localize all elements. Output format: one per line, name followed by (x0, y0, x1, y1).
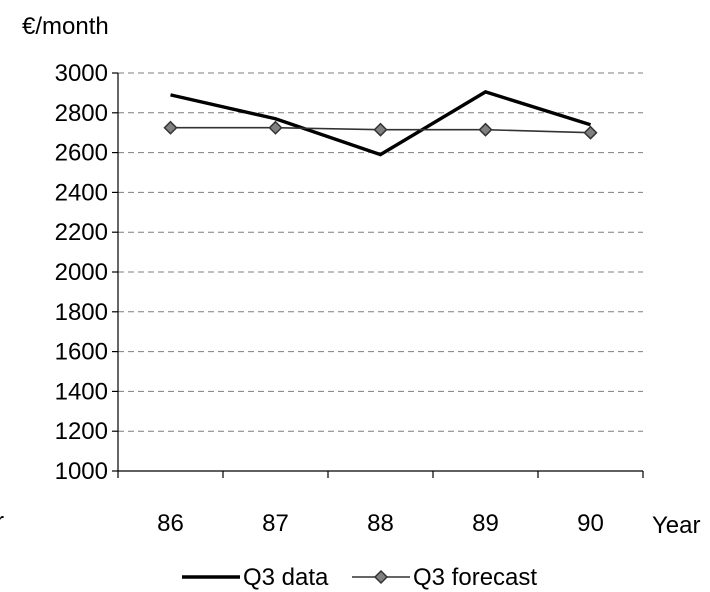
y-tick-label: 1200 (55, 418, 108, 445)
y-tick-labels: 1000 1200 1400 1600 1800 2000 2200 2400 2600 2800… (55, 60, 108, 485)
x-tick-labels: 86 87 88 89 90 (157, 510, 604, 537)
legend: Q3 data Q3 forecast (182, 564, 537, 591)
y-tick-label: 2000 (55, 259, 108, 286)
axes (112, 72, 644, 478)
gridlines (118, 72, 643, 432)
legend-label-q3-forecast: Q3 forecast (413, 564, 537, 591)
y-tick-label: 2800 (55, 100, 108, 127)
legend-marker-q3-forecast (373, 569, 389, 585)
data-point-q3-forecast (373, 122, 388, 137)
y-tick-label: 3000 (55, 60, 108, 87)
x-tick-label: 87 (262, 510, 289, 537)
y-tick-label: 2200 (55, 219, 108, 246)
y-tick-label: 2400 (55, 179, 108, 206)
y-tick-label: 2600 (55, 140, 108, 167)
y-tick-label: 1400 (55, 378, 108, 405)
series (163, 90, 598, 157)
data-point-q3-forecast (163, 120, 178, 135)
y-tick-label: 1000 (55, 458, 108, 485)
data-point-q3-forecast (268, 120, 283, 135)
data-point-q3-forecast (478, 122, 493, 137)
y-tick-label: 1800 (55, 299, 108, 326)
x-axis-label: Year (652, 512, 701, 539)
y-axis-label: €/month (22, 13, 109, 40)
y-tick-label: 1600 (55, 339, 108, 366)
data-point-q3-forecast (583, 125, 598, 140)
x-tick-label: 90 (577, 510, 604, 537)
series-line-q3-data (170, 90, 592, 157)
x-tick-label: 88 (367, 510, 394, 537)
left-edge-text: r (0, 508, 4, 535)
x-tick-label: 89 (472, 510, 499, 537)
x-tick-label: 86 (157, 510, 184, 537)
legend-label-q3-data: Q3 data (243, 564, 329, 591)
